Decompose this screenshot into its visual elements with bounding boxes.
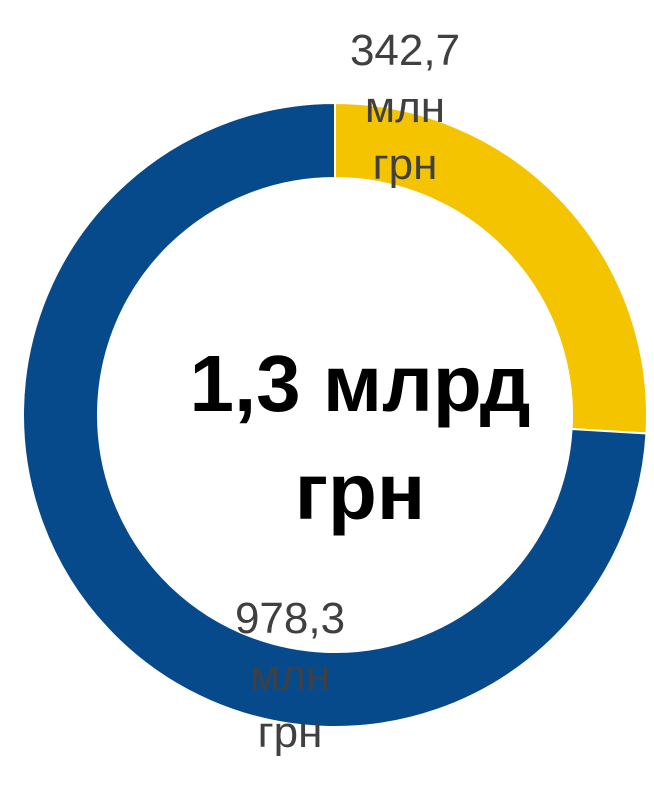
value-label: 342,7 млн грн: [349, 26, 461, 190]
value-label: 978,3 млн грн: [234, 594, 346, 758]
donut-segment: [22, 101, 648, 728]
center-label: 1,3 млрд грн: [189, 339, 531, 536]
